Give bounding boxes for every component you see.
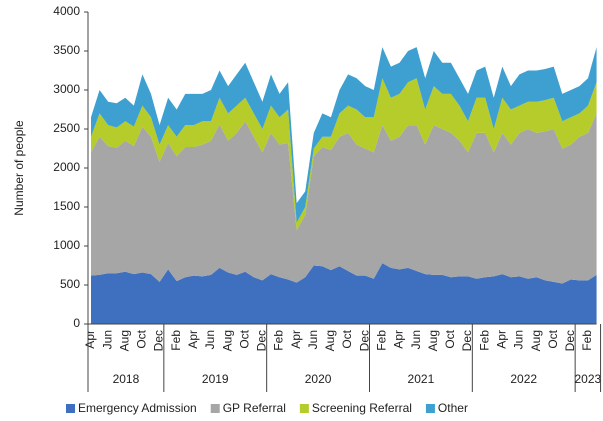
x-tick-label: Dec	[255, 330, 269, 351]
legend-swatch	[425, 404, 435, 413]
area	[91, 47, 597, 223]
x-tick-label: Feb	[375, 330, 389, 351]
x-tick-label: Jun	[306, 330, 320, 349]
x-tick-label: Dec	[460, 330, 474, 351]
x-tick-label: Oct	[546, 329, 560, 348]
y-tick-label: 1500	[53, 199, 80, 213]
legend-label: Emergency Admission	[78, 401, 197, 415]
x-tick-label: Apr	[186, 330, 200, 349]
x-tick-label: Feb	[169, 330, 183, 351]
legend-swatch	[210, 404, 220, 413]
year-label: 2023	[575, 372, 602, 386]
y-tick-label: 1000	[53, 238, 80, 252]
year-label: 2020	[305, 372, 332, 386]
y-tick-label: 2000	[53, 160, 80, 174]
year-label: 2022	[510, 372, 537, 386]
x-tick-label: Jun	[512, 330, 526, 349]
area	[91, 78, 597, 231]
x-tick-label: Feb	[477, 330, 491, 351]
area	[91, 113, 597, 284]
x-tick-label: Dec	[152, 330, 166, 351]
x-tick-label: Oct	[237, 329, 251, 348]
y-tick-label: 0	[73, 316, 80, 330]
x-tick-label: Oct	[340, 329, 354, 348]
y-axis-label: Number of people	[12, 120, 26, 216]
x-tick-label: Aug	[323, 330, 337, 351]
year-label: 2021	[408, 372, 435, 386]
y-tick-label: 500	[60, 277, 80, 291]
legend-swatch	[66, 404, 75, 413]
legend-label: Screening Referral	[312, 401, 412, 415]
legend-label: Other	[438, 401, 468, 415]
x-tick-label: Aug	[220, 330, 234, 351]
x-tick-label: Aug	[529, 330, 543, 351]
x-tick-label: Oct	[443, 329, 457, 348]
y-tick-label: 3500	[53, 43, 80, 57]
area	[91, 263, 597, 324]
x-tick-label: Dec	[563, 330, 577, 351]
x-tick-label: Jun	[203, 330, 217, 349]
x-tick-label: Apr	[83, 330, 97, 349]
x-tick-label: Aug	[117, 330, 131, 351]
year-label: 2019	[202, 372, 229, 386]
x-tick-label: Jun	[100, 330, 114, 349]
x-tick-label: Apr	[494, 330, 508, 349]
x-tick-label: Feb	[272, 330, 286, 351]
y-tick-label: 2500	[53, 121, 80, 135]
year-label: 2018	[113, 372, 140, 386]
x-tick-label: Dec	[357, 330, 371, 351]
x-tick-label: Apr	[289, 330, 303, 349]
x-tick-label: Oct	[135, 329, 149, 348]
x-tick-label: Apr	[392, 330, 406, 349]
x-tick-label: Jun	[409, 330, 423, 349]
legend-label: GP Referral	[223, 401, 286, 415]
y-tick-label: 3000	[53, 82, 80, 96]
x-tick-label: Aug	[426, 330, 440, 351]
legend-swatch	[299, 404, 309, 413]
y-tick-label: 4000	[53, 4, 80, 18]
x-tick-label: Feb	[580, 330, 594, 351]
